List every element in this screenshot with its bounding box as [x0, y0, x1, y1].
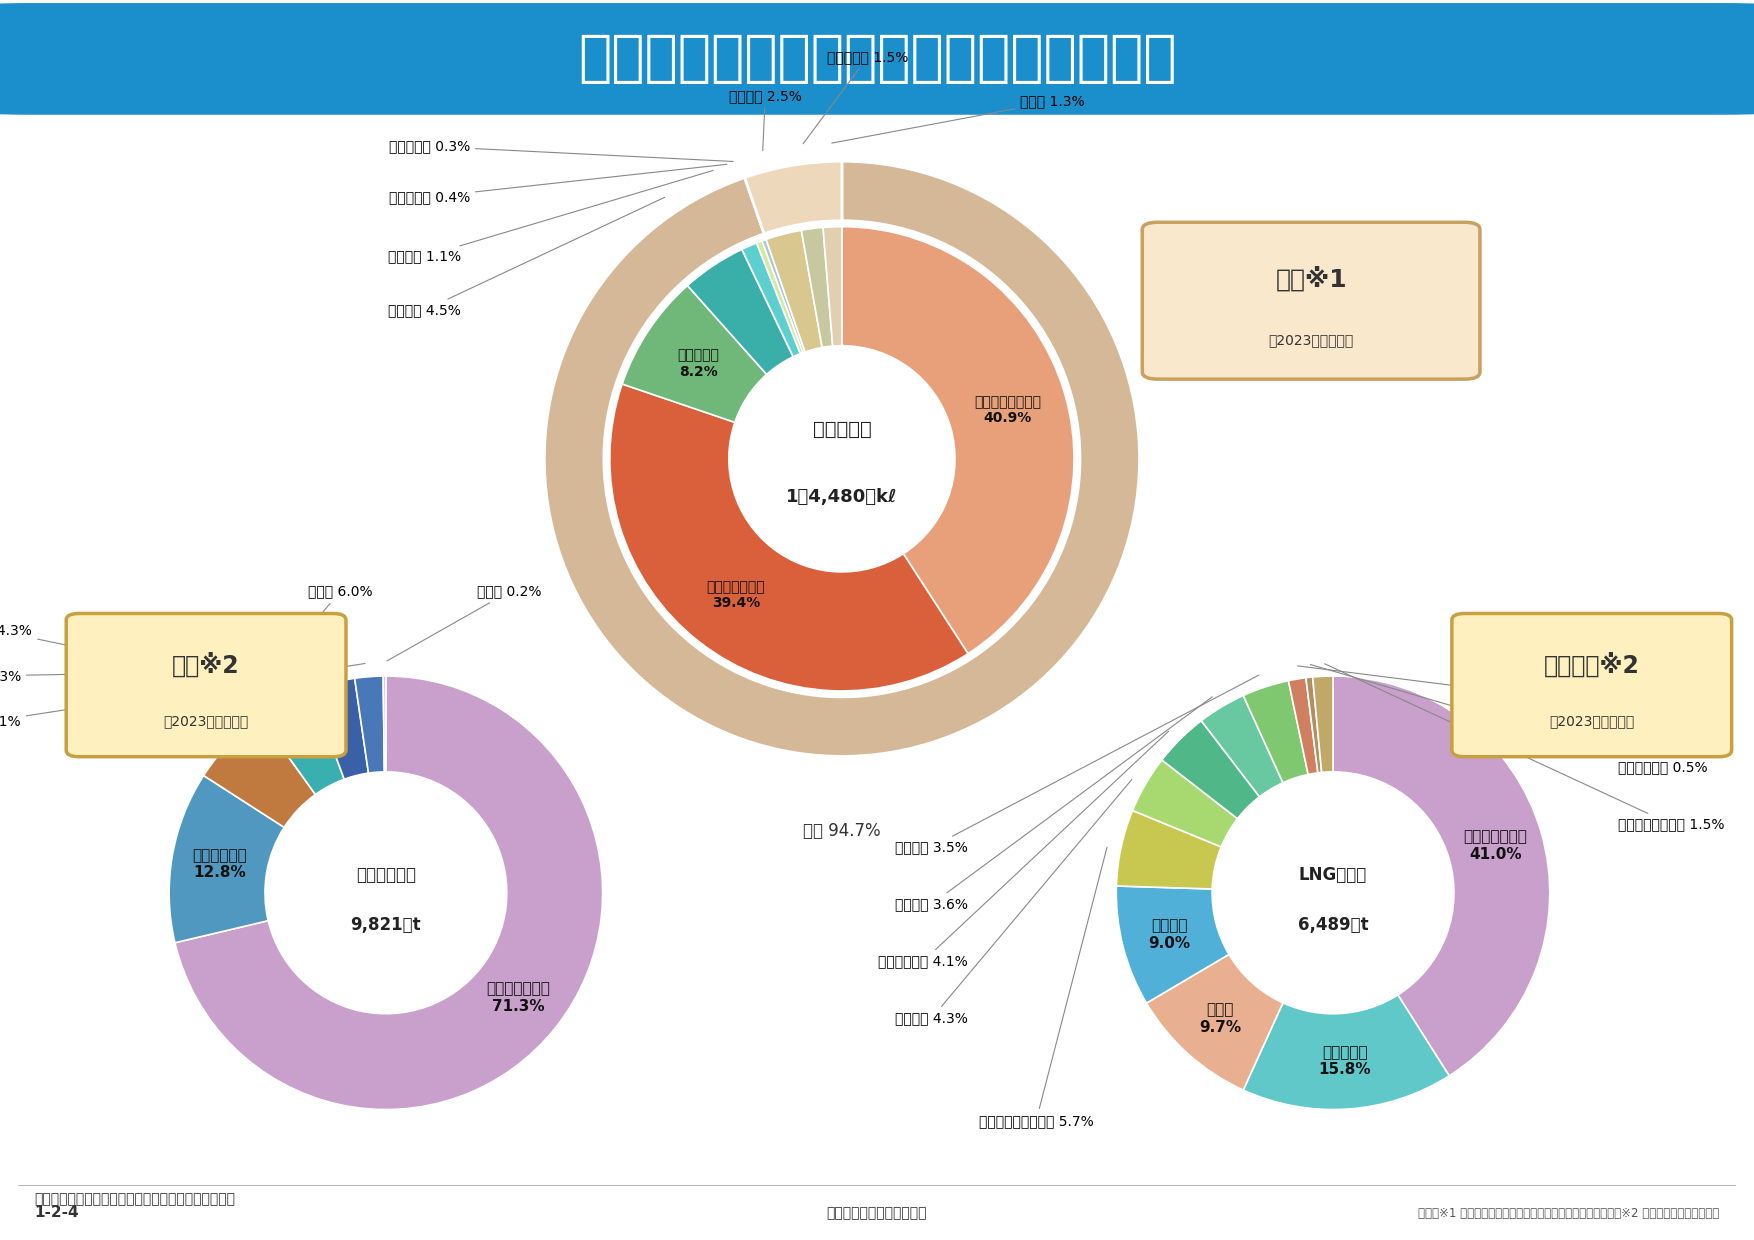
- Wedge shape: [742, 243, 800, 357]
- Wedge shape: [354, 676, 384, 773]
- Wedge shape: [756, 241, 803, 353]
- Text: オーストラリア
71.3%: オーストラリア 71.3%: [486, 981, 551, 1014]
- Wedge shape: [1116, 887, 1230, 1003]
- Text: バーレーン 0.3%: バーレーン 0.3%: [389, 139, 733, 161]
- FancyBboxPatch shape: [0, 2, 1754, 115]
- Text: 6,489万t: 6,489万t: [1298, 916, 1368, 934]
- Wedge shape: [842, 227, 1073, 653]
- Wedge shape: [544, 161, 1140, 756]
- Text: 出典：※1 資源エネルギー庁「資源・エネルギー統計年報」、※2 財務省貿易統計より作成: 出典：※1 資源エネルギー庁「資源・エネルギー統計年報」、※2 財務省貿易統計よ…: [1417, 1207, 1719, 1220]
- Text: アラブ首長国連邦 1.5%: アラブ首長国連邦 1.5%: [1324, 663, 1724, 831]
- Wedge shape: [761, 239, 805, 352]
- Text: 9,821万t: 9,821万t: [351, 916, 421, 934]
- Text: LNG輸入量: LNG輸入量: [1300, 866, 1366, 884]
- Wedge shape: [310, 678, 368, 779]
- Text: （2023年度実績）: （2023年度実績）: [1268, 334, 1354, 347]
- Text: 一般炭輸入量: 一般炭輸入量: [356, 866, 416, 884]
- Wedge shape: [745, 161, 842, 234]
- Wedge shape: [168, 775, 284, 942]
- Text: アメリカ 2.5%: アメリカ 2.5%: [730, 89, 802, 151]
- Text: カナダ 6.0%: カナダ 6.0%: [221, 584, 372, 732]
- Text: アメリカ
9.0%: アメリカ 9.0%: [1149, 919, 1191, 951]
- Wedge shape: [1201, 696, 1282, 797]
- Text: 天然ガス※2: 天然ガス※2: [1544, 653, 1640, 678]
- Wedge shape: [1312, 676, 1333, 773]
- Text: カタール 4.3%: カタール 4.3%: [895, 780, 1131, 1025]
- Text: 中東 94.7%: 中東 94.7%: [803, 822, 881, 839]
- Text: アラブ首長国連邦
40.9%: アラブ首長国連邦 40.9%: [973, 394, 1040, 425]
- Text: （2023年度実績）: （2023年度実績）: [163, 714, 249, 729]
- Wedge shape: [1333, 676, 1551, 1076]
- FancyBboxPatch shape: [67, 614, 346, 756]
- Wedge shape: [1244, 681, 1308, 782]
- Wedge shape: [623, 285, 766, 423]
- Text: 原子力・エネルギー図面集: 原子力・エネルギー図面集: [826, 1205, 928, 1220]
- Wedge shape: [1147, 955, 1282, 1090]
- Wedge shape: [766, 231, 823, 352]
- Text: インドネシア 4.1%: インドネシア 4.1%: [879, 732, 1168, 968]
- Wedge shape: [802, 227, 833, 347]
- Text: クウェート
8.2%: クウェート 8.2%: [677, 348, 719, 378]
- Wedge shape: [1289, 678, 1317, 775]
- Wedge shape: [1307, 677, 1323, 773]
- Text: その他 1.3%: その他 1.3%: [1298, 666, 1682, 717]
- Wedge shape: [610, 384, 968, 691]
- Text: ロシア 2.1%: ロシア 2.1%: [0, 663, 365, 729]
- Text: 1億4,480万kℓ: 1億4,480万kℓ: [786, 489, 898, 506]
- Wedge shape: [823, 227, 842, 346]
- Wedge shape: [1244, 994, 1449, 1110]
- Text: インドネシア
12.8%: インドネシア 12.8%: [193, 848, 247, 880]
- Text: オマーン 1.1%: オマーン 1.1%: [388, 170, 714, 263]
- Text: 中東その他 0.4%: 中東その他 0.4%: [389, 165, 726, 203]
- Text: カタール 4.5%: カタール 4.5%: [388, 197, 665, 317]
- Text: 1-2-4: 1-2-4: [35, 1205, 79, 1220]
- Text: パプアニューギニア 5.7%: パプアニューギニア 5.7%: [979, 847, 1107, 1128]
- Text: 石炭※2: 石炭※2: [172, 653, 240, 678]
- Text: エクアドル 1.5%: エクアドル 1.5%: [803, 50, 909, 144]
- FancyBboxPatch shape: [1142, 222, 1480, 379]
- Text: ブルネイ 3.5%: ブルネイ 3.5%: [895, 675, 1259, 854]
- Wedge shape: [175, 676, 603, 1110]
- Wedge shape: [260, 689, 344, 795]
- Wedge shape: [1116, 811, 1221, 889]
- Text: オマーン 3.6%: オマーン 3.6%: [895, 697, 1212, 911]
- Text: 日本が輸入する化石燃料の相手国別比率: 日本が輸入する化石燃料の相手国別比率: [577, 32, 1177, 86]
- Text: 南アフリカ 3.3%: 南アフリカ 3.3%: [0, 670, 326, 683]
- Wedge shape: [1133, 760, 1238, 847]
- Text: その他 1.3%: その他 1.3%: [831, 94, 1086, 143]
- Text: ナイジェリア 0.5%: ナイジェリア 0.5%: [1310, 665, 1708, 774]
- Text: オーストラリア
41.0%: オーストラリア 41.0%: [1463, 830, 1528, 862]
- Text: その他 0.2%: その他 0.2%: [388, 584, 542, 661]
- Text: 原油※1: 原油※1: [1275, 267, 1347, 291]
- Text: （注）四捨五入の関係で合計値が合わない場合がある: （注）四捨五入の関係で合計値が合わない場合がある: [35, 1192, 235, 1207]
- Text: 原油輸入量: 原油輸入量: [812, 419, 872, 439]
- Text: ロシア
9.7%: ロシア 9.7%: [1200, 1002, 1242, 1034]
- Wedge shape: [1161, 720, 1259, 818]
- Wedge shape: [688, 249, 793, 374]
- Wedge shape: [382, 676, 386, 771]
- Text: マレーシア
15.8%: マレーシア 15.8%: [1319, 1045, 1372, 1078]
- Text: アメリカ 4.3%: アメリカ 4.3%: [0, 624, 275, 688]
- Text: （2023年度実績）: （2023年度実績）: [1549, 714, 1635, 729]
- Text: サウジアラビア
39.4%: サウジアラビア 39.4%: [707, 580, 765, 610]
- FancyBboxPatch shape: [1452, 614, 1731, 756]
- Wedge shape: [203, 717, 316, 827]
